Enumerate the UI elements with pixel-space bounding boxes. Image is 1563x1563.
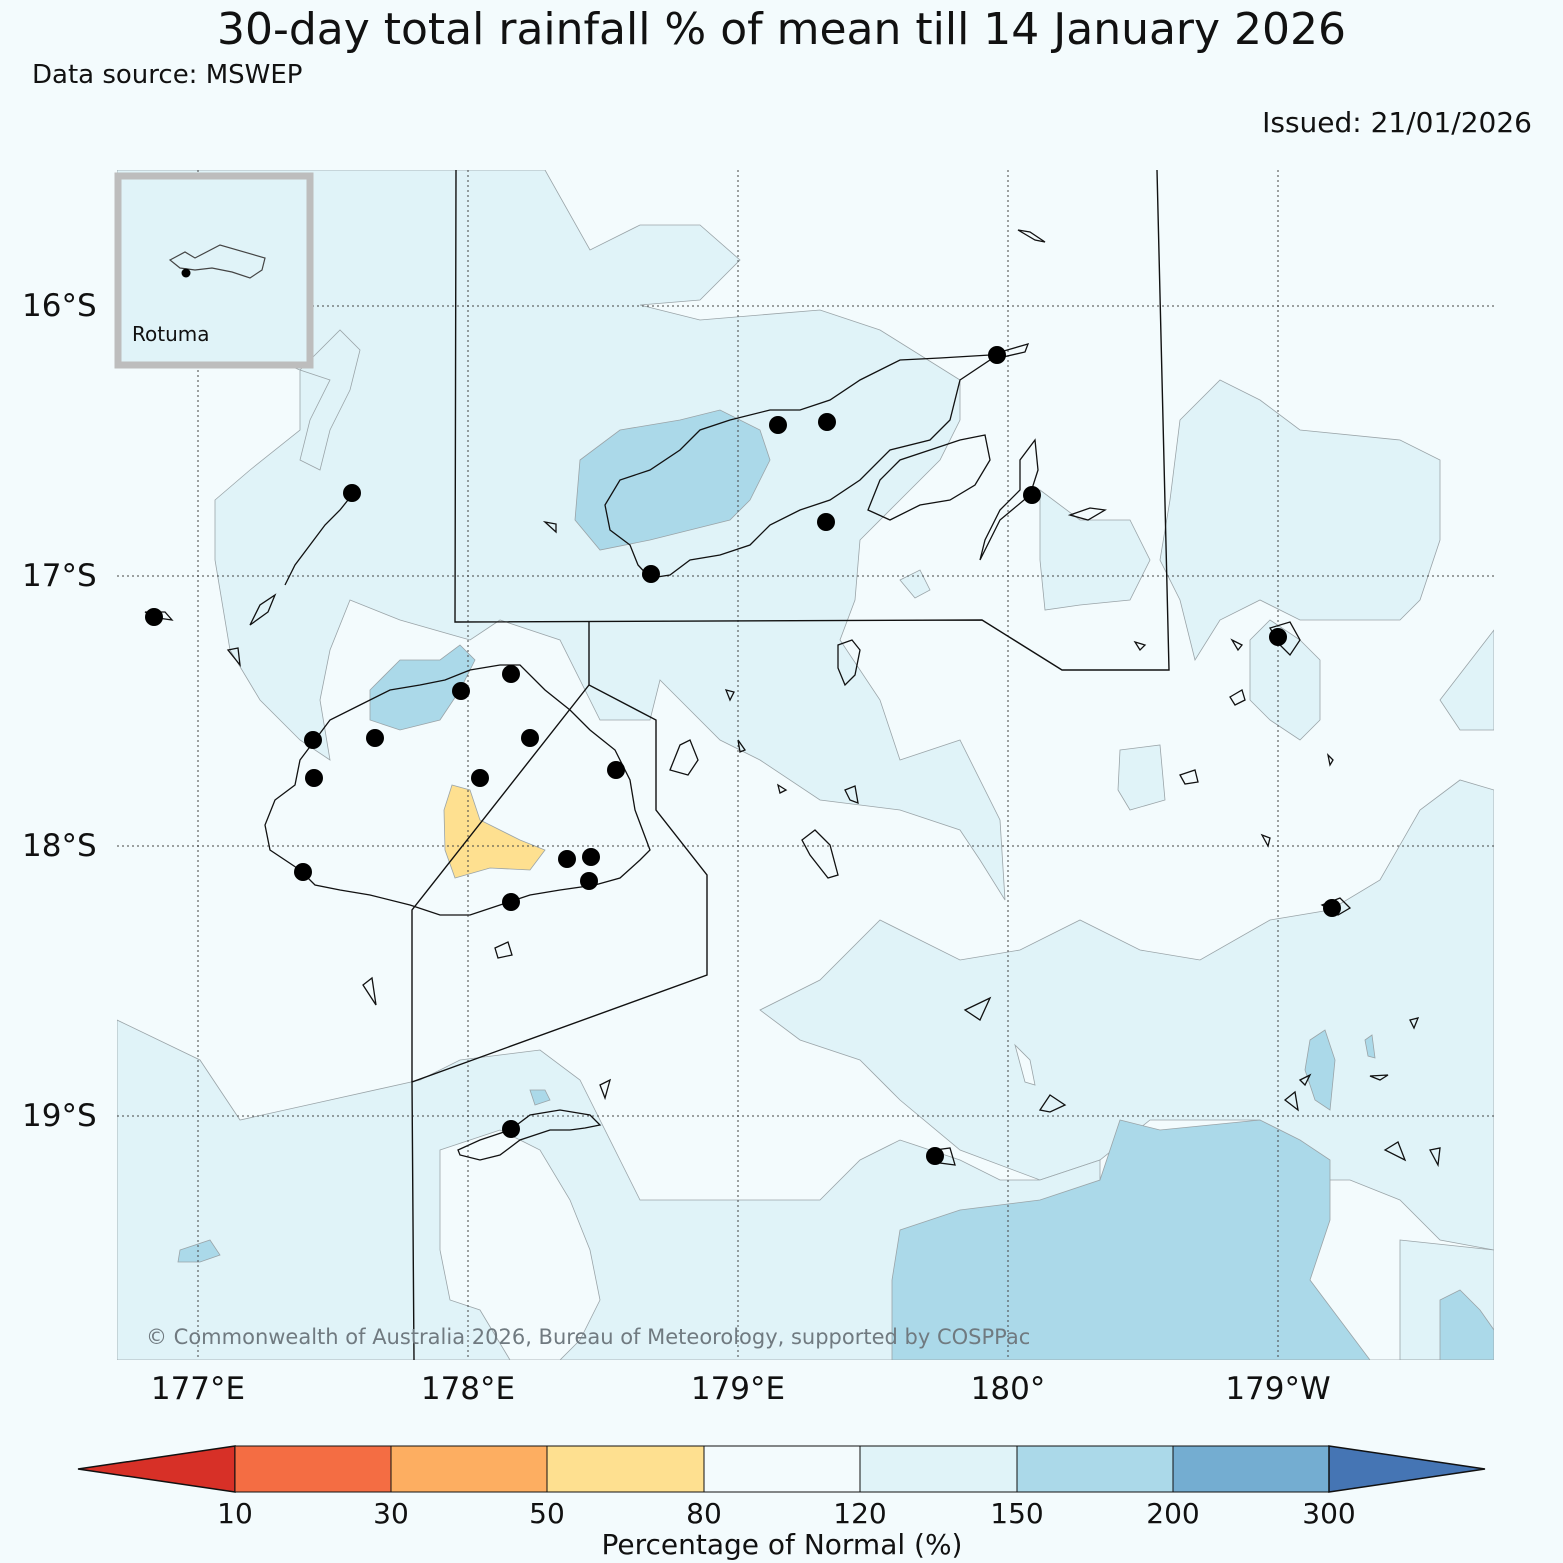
lat-label-18s: 18°S xyxy=(22,828,97,864)
gridlines xyxy=(117,170,1494,1360)
colorbar-tick-30: 30 xyxy=(373,1497,409,1530)
colorbar-title: Percentage of Normal (%) xyxy=(602,1528,963,1561)
rain-gauge-stations xyxy=(145,346,1341,1165)
lat-label-19s: 19°S xyxy=(22,1098,97,1134)
colorbar-tick-200: 200 xyxy=(1146,1497,1199,1530)
lat-label-17s: 17°S xyxy=(22,558,97,594)
rotuma-inset: Rotuma xyxy=(114,172,314,369)
colorbar-tick-80: 80 xyxy=(686,1497,722,1530)
lon-label-179e: 179°E xyxy=(691,1371,785,1407)
division-boundaries xyxy=(411,170,1170,1360)
rainfall-band-120-150 xyxy=(117,170,1494,1360)
colorbar-segment-30-50 xyxy=(390,1445,548,1493)
copyright-notice: © Commonwealth of Australia 2026, Bureau… xyxy=(146,1325,1031,1349)
colorbar-tick-300: 300 xyxy=(1302,1497,1355,1530)
rainfall-band-80-120-patches xyxy=(439,1043,1036,1360)
colorbar-tick-120: 120 xyxy=(833,1497,886,1530)
colorbar-segment-120-150 xyxy=(859,1445,1018,1493)
colorbar-segment-10-30 xyxy=(234,1445,392,1493)
colorbar-extend-high xyxy=(1328,1445,1486,1493)
rotuma-station xyxy=(181,268,191,278)
lon-label-180: 180° xyxy=(971,1371,1046,1407)
colorbar-segment-50-80 xyxy=(546,1445,705,1493)
lon-label-179w: 179°W xyxy=(1225,1371,1330,1407)
colorbar-extend-low xyxy=(77,1445,236,1493)
map-area xyxy=(117,170,1494,1360)
data-source: Data source: MSWEP xyxy=(32,60,303,90)
colorbar-segment-150-200 xyxy=(1016,1445,1174,1493)
inset-label: Rotuma xyxy=(132,322,210,346)
colorbar-segment-200-300 xyxy=(1172,1445,1330,1493)
colorbar: 10 30 50 80 120 150 200 300 Percentage o… xyxy=(77,1445,1486,1561)
lon-label-177e: 177°E xyxy=(151,1371,245,1407)
lat-label-16s: 16°S xyxy=(22,288,97,324)
colorbar-tick-150: 150 xyxy=(990,1497,1043,1530)
issued-date: Issued: 21/01/2026 xyxy=(1262,106,1532,139)
rainfall-band-150-200 xyxy=(177,409,1494,1360)
rainfall-band-50-80 xyxy=(443,784,546,879)
rotuma-coastline xyxy=(168,244,266,279)
colorbar-tick-10: 10 xyxy=(217,1497,253,1530)
map-title: 30-day total rainfall % of mean till 14 … xyxy=(216,4,1347,55)
colorbar-tick-50: 50 xyxy=(529,1497,565,1530)
colorbar-segment-80-120 xyxy=(703,1445,861,1493)
lon-label-178e: 178°E xyxy=(421,1371,515,1407)
